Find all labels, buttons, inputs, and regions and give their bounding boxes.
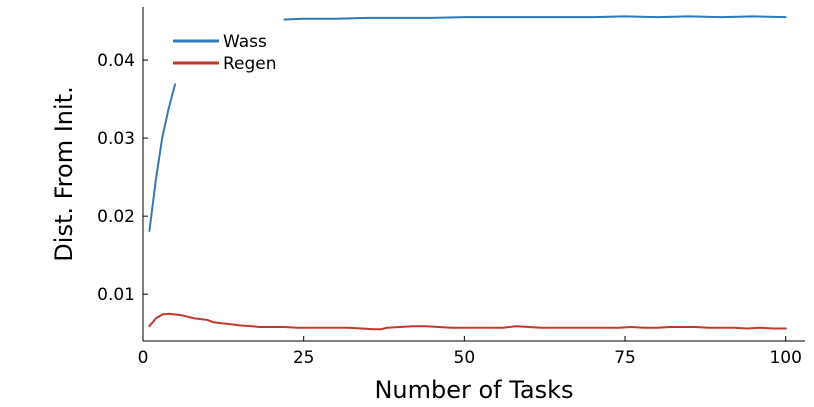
x-tick-label: 75 — [614, 348, 636, 368]
x-tick-label: 25 — [293, 348, 315, 368]
series-line-regen — [148, 312, 787, 331]
y-tick-label: 0.04 — [97, 51, 135, 71]
series-line-wass — [148, 83, 177, 232]
axes: 0 25 50 75 100 0.01 0.02 0.03 0.04 — [97, 7, 805, 368]
x-tick-label: 0 — [138, 348, 149, 368]
y-tick-label: 0.03 — [97, 129, 135, 149]
y-axis-title: Dist. From Init. — [50, 86, 78, 261]
legend-label-wass: Wass — [223, 32, 267, 52]
series-layer — [148, 15, 787, 331]
y-tick-label: 0.01 — [97, 285, 135, 305]
legend-label-regen: Regen — [223, 54, 277, 74]
x-tick-label: 100 — [769, 348, 801, 368]
x-tick-label: 50 — [454, 348, 476, 368]
series-line-wass — [283, 15, 787, 21]
y-tick-label: 0.02 — [97, 207, 135, 227]
x-axis-title: Number of Tasks — [374, 376, 573, 404]
